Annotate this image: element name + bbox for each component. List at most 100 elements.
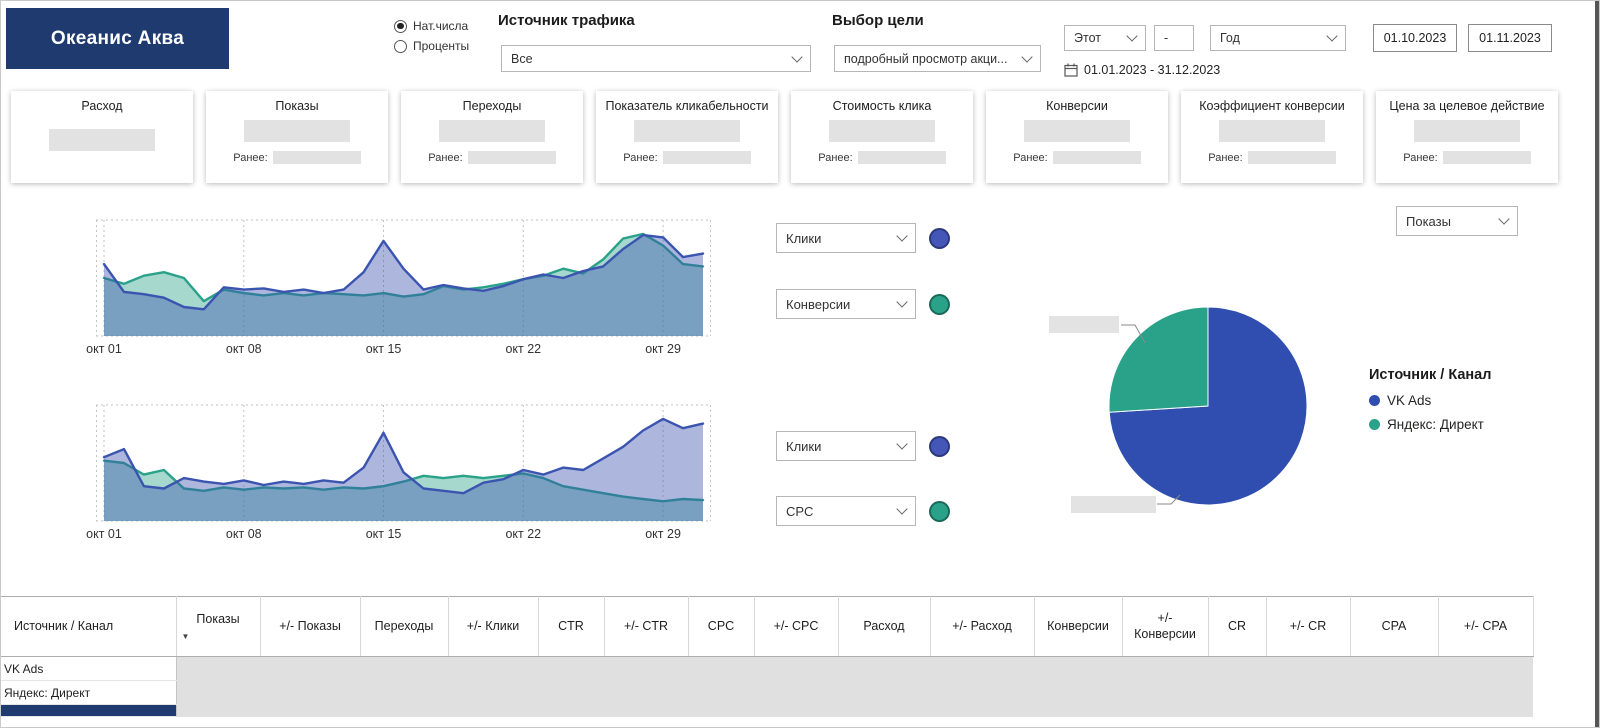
column-header-impressions[interactable]: Показы ▼ [176,596,261,657]
column-header[interactable]: Конверсии [1034,596,1123,657]
traffic-source-dropdown[interactable]: Все [501,45,811,72]
table-cell-redacted [1034,704,1122,717]
legend-item-label: VK Ads [1387,393,1432,408]
legend-bullet-icon [1369,419,1380,430]
window-edge [1595,1,1599,727]
table-cell-redacted [1438,704,1533,717]
kpi-value-redacted [439,120,545,142]
kpi-prev-label: Ранее: [1403,151,1438,164]
legend-item-vk-ads[interactable]: VK Ads [1369,393,1579,408]
x-tick-label: окт 08 [225,527,262,541]
table-cell-source[interactable]: Яндекс: Директ [1,680,177,705]
kpi-title: Конверсии [1046,99,1108,113]
period-range-row: 01.01.2023 - 31.12.2023 [1064,63,1220,77]
kpi-card-impressions: Показы Ранее: [206,91,388,183]
kpi-prev-value-redacted [1442,151,1531,164]
table-cell-redacted [538,656,604,681]
kpi-value-redacted [1024,120,1130,142]
column-header[interactable]: +/- Клики [448,596,539,657]
table-cell-source[interactable]: VK Ads [1,656,177,681]
column-header[interactable]: +/- Показы [260,596,361,657]
chevron-down-icon [896,296,908,308]
column-header[interactable]: +/- CR [1266,596,1351,657]
pie-metric-dropdown[interactable]: Показы [1396,206,1518,236]
chevron-down-icon [1126,30,1138,42]
traffic-source-label: Источник трафика [498,12,635,29]
chart2-metric2-value: CPC [786,503,814,519]
kpi-prev-label: Ранее: [233,151,268,164]
x-tick-label: окт 22 [505,342,542,356]
kpi-prev-value-redacted [272,151,361,164]
column-header[interactable]: CPA [1350,596,1439,657]
table-cell-redacted [930,704,1034,717]
area-chart-plot[interactable] [96,399,711,523]
pie-callout-line [1121,324,1146,344]
column-header[interactable]: Расход [838,596,931,657]
date-end-input[interactable]: 01.11.2023 [1468,24,1552,52]
pie-chart-plot[interactable] [1041,299,1321,514]
column-header[interactable]: CPC [688,596,755,657]
x-tick-label: окт 01 [86,342,122,356]
column-header-source[interactable]: Источник / Канал [1,596,177,657]
period-range-text: 01.01.2023 - 31.12.2023 [1084,63,1221,77]
chart2-metric2-dropdown[interactable]: CPC [776,496,916,526]
radio-percent-label: Проценты [413,39,470,53]
table-row-partial[interactable] [1,704,1533,717]
pie-legend: Источник / Канал VK Ads Яндекс: Директ [1369,367,1579,441]
column-header[interactable]: +/- Расход [930,596,1035,657]
table-cell-redacted [754,680,838,705]
date-start-value: 01.10.2023 [1383,31,1447,45]
kpi-prev-label: Ранее: [623,151,658,164]
goal-label: Выбор цели [832,12,924,29]
kpi-prev-value-redacted [467,151,556,164]
table-cell-redacted [176,704,260,717]
table-cell-source [1,704,177,717]
series-color-dot-teal [929,293,950,315]
table-cell-redacted [754,656,838,681]
column-header[interactable]: +/- CTR [604,596,689,657]
period-preset-dropdown[interactable]: Этот [1064,25,1146,51]
pie-slices [1108,306,1308,506]
kpi-prev-value-redacted [1247,151,1336,164]
legend-item-yandex-direct[interactable]: Яндекс: Директ [1369,417,1579,432]
table-cell-redacted [176,656,260,681]
area-chart-clicks-conversions: окт 01 окт 08 окт 15 окт 22 окт 29 [86,214,711,360]
chart1-metric2-dropdown[interactable]: Конверсии [776,289,916,319]
x-tick-label: окт 15 [365,527,402,541]
table-cell-redacted [930,680,1034,705]
table-cell-redacted [176,680,260,705]
column-header[interactable]: CTR [538,596,605,657]
radio-percent[interactable]: Проценты [394,39,469,53]
sort-descending-icon[interactable]: ▼ [181,631,190,641]
kpi-title: Показы [275,99,319,113]
chart2-metric1-dropdown[interactable]: Клики [776,431,916,461]
period-unit-dropdown[interactable]: Год [1210,25,1346,51]
column-header[interactable]: CR [1208,596,1267,657]
date-start-input[interactable]: 01.10.2023 [1373,24,1457,52]
column-header[interactable]: Переходы [360,596,449,657]
table-cell-redacted [754,704,838,717]
chevron-down-icon [1021,50,1033,63]
kpi-card-cpa: Цена за целевое действие Ранее: [1376,91,1558,183]
chart1-metric1-dropdown[interactable]: Клики [776,223,916,253]
period-separator-box[interactable]: - [1154,25,1194,51]
column-header[interactable]: +/- CPC [754,596,839,657]
series-color-dot-teal [929,500,950,522]
table-row[interactable]: VK Ads [1,656,1533,681]
goal-value: подробный просмотр акци... [844,51,1008,66]
table-cell-redacted [1350,680,1438,705]
table-cell-redacted [360,656,448,681]
x-tick-label: окт 15 [365,342,402,356]
column-header[interactable]: +/- Конверсии [1122,596,1209,657]
area-chart-plot[interactable] [96,214,711,338]
display-mode-radio-group: Нат.числа Проценты [394,19,469,53]
goal-dropdown[interactable]: подробный просмотр акци... [834,45,1041,72]
table-cell-redacted [604,704,688,717]
radio-natural-numbers[interactable]: Нат.числа [394,19,469,33]
kpi-prev-label: Ранее: [1208,151,1243,164]
table-row[interactable]: Яндекс: Директ [1,680,1533,705]
chart1-metric2-value: Конверсии [786,296,851,312]
column-header[interactable]: +/- CPA [1438,596,1534,657]
table-cell-redacted [1122,680,1208,705]
